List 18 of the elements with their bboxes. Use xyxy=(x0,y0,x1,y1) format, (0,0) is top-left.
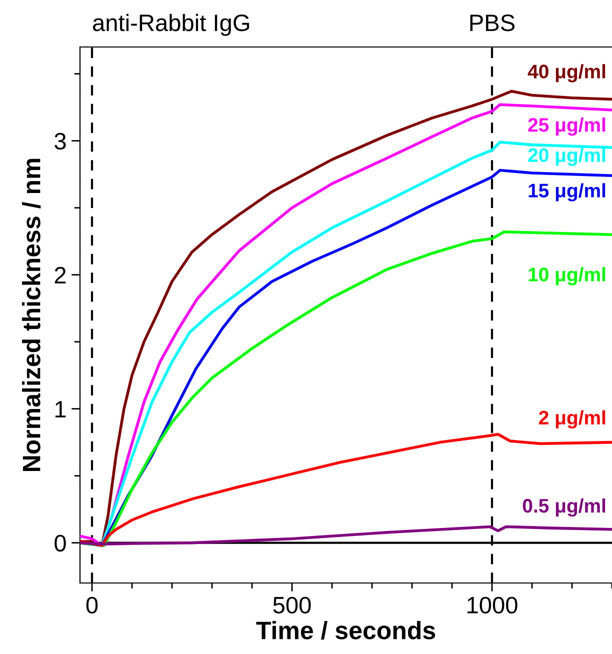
ref-line-label: PBS xyxy=(470,14,515,32)
x-tick-label: 500 xyxy=(273,596,311,614)
x-tick-label: 1000 xyxy=(468,596,518,614)
series-label: 40 μg/ml xyxy=(528,64,606,82)
y-tick-label: 1 xyxy=(55,401,66,418)
x-tick-label: 0 xyxy=(86,596,98,614)
series-label: 20 μg/ml xyxy=(528,148,606,166)
series-label: 15 μg/ml xyxy=(528,183,606,202)
series-label: 10 μg/ml xyxy=(528,267,606,286)
series-label: 2 μg/ml xyxy=(539,410,606,428)
y-tick-label: 0 xyxy=(54,534,66,552)
y-axis-title: Normalized thickness / nm xyxy=(22,158,41,472)
series-label: 25 μg/ml xyxy=(528,118,606,136)
series-label: 0.5 μg/ml xyxy=(522,498,606,517)
x-axis-title: Time / seconds xyxy=(256,620,436,640)
ref-line-label: anti-Rabbit IgG xyxy=(93,14,250,36)
y-tick-label: 3 xyxy=(54,132,66,150)
y-tick-label: 2 xyxy=(54,266,66,284)
